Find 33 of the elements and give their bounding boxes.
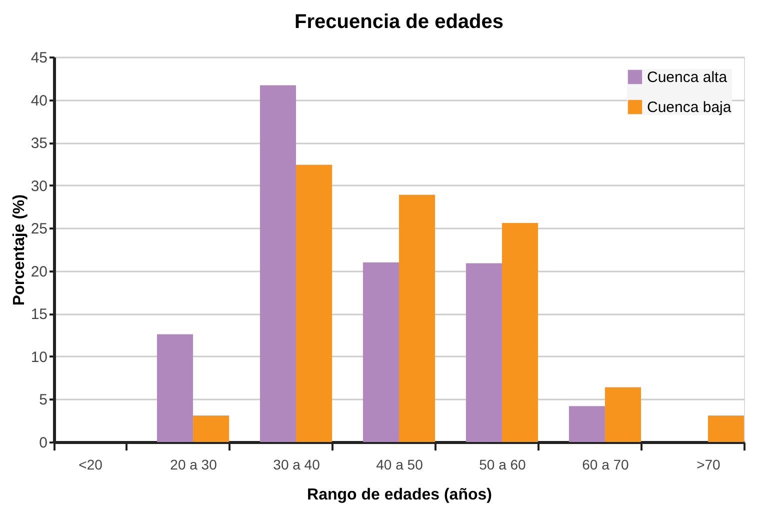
bar: [296, 164, 332, 442]
bar: [568, 406, 605, 442]
y-tick-label: 25: [30, 220, 48, 238]
bar: [362, 262, 399, 442]
y-axis-title: Porcentaje (%): [10, 194, 28, 306]
y-tick-label: 40: [30, 92, 48, 110]
y-tick-label: 35: [30, 135, 48, 152]
y-tick-label: 30: [30, 178, 48, 195]
x-tick-label: 20 a 30: [170, 456, 218, 472]
x-tick-label: >70: [696, 456, 721, 472]
chart-title: Frecuencia de edades: [294, 11, 504, 33]
x-tick-label: 40 a 50: [376, 456, 424, 472]
bar: [466, 263, 502, 442]
y-tick-label: 20: [30, 263, 48, 280]
bar: [399, 194, 436, 442]
legend-label: Cuenca baja: [647, 99, 732, 116]
x-tick-label: 50 a 60: [479, 456, 526, 472]
bar: [502, 222, 538, 442]
y-tick-label: 0: [39, 434, 48, 452]
bar: [708, 415, 744, 442]
y-tick-label: 15: [30, 306, 48, 324]
bar: [156, 334, 194, 442]
x-tick-label: 30 a 40: [273, 456, 320, 472]
x-axis-title: Rango de edades (años): [307, 486, 492, 504]
bar: [260, 85, 296, 442]
y-tick-label: 5: [39, 392, 48, 409]
y-tick-label: 10: [30, 348, 48, 366]
legend-label: Cuenca alta: [647, 69, 728, 86]
x-tick-label: 60 a 70: [582, 456, 630, 472]
bar: [193, 415, 230, 442]
y-tick-label: 45: [30, 50, 48, 66]
x-tick-label: <20: [78, 456, 103, 472]
bar: [604, 387, 642, 442]
